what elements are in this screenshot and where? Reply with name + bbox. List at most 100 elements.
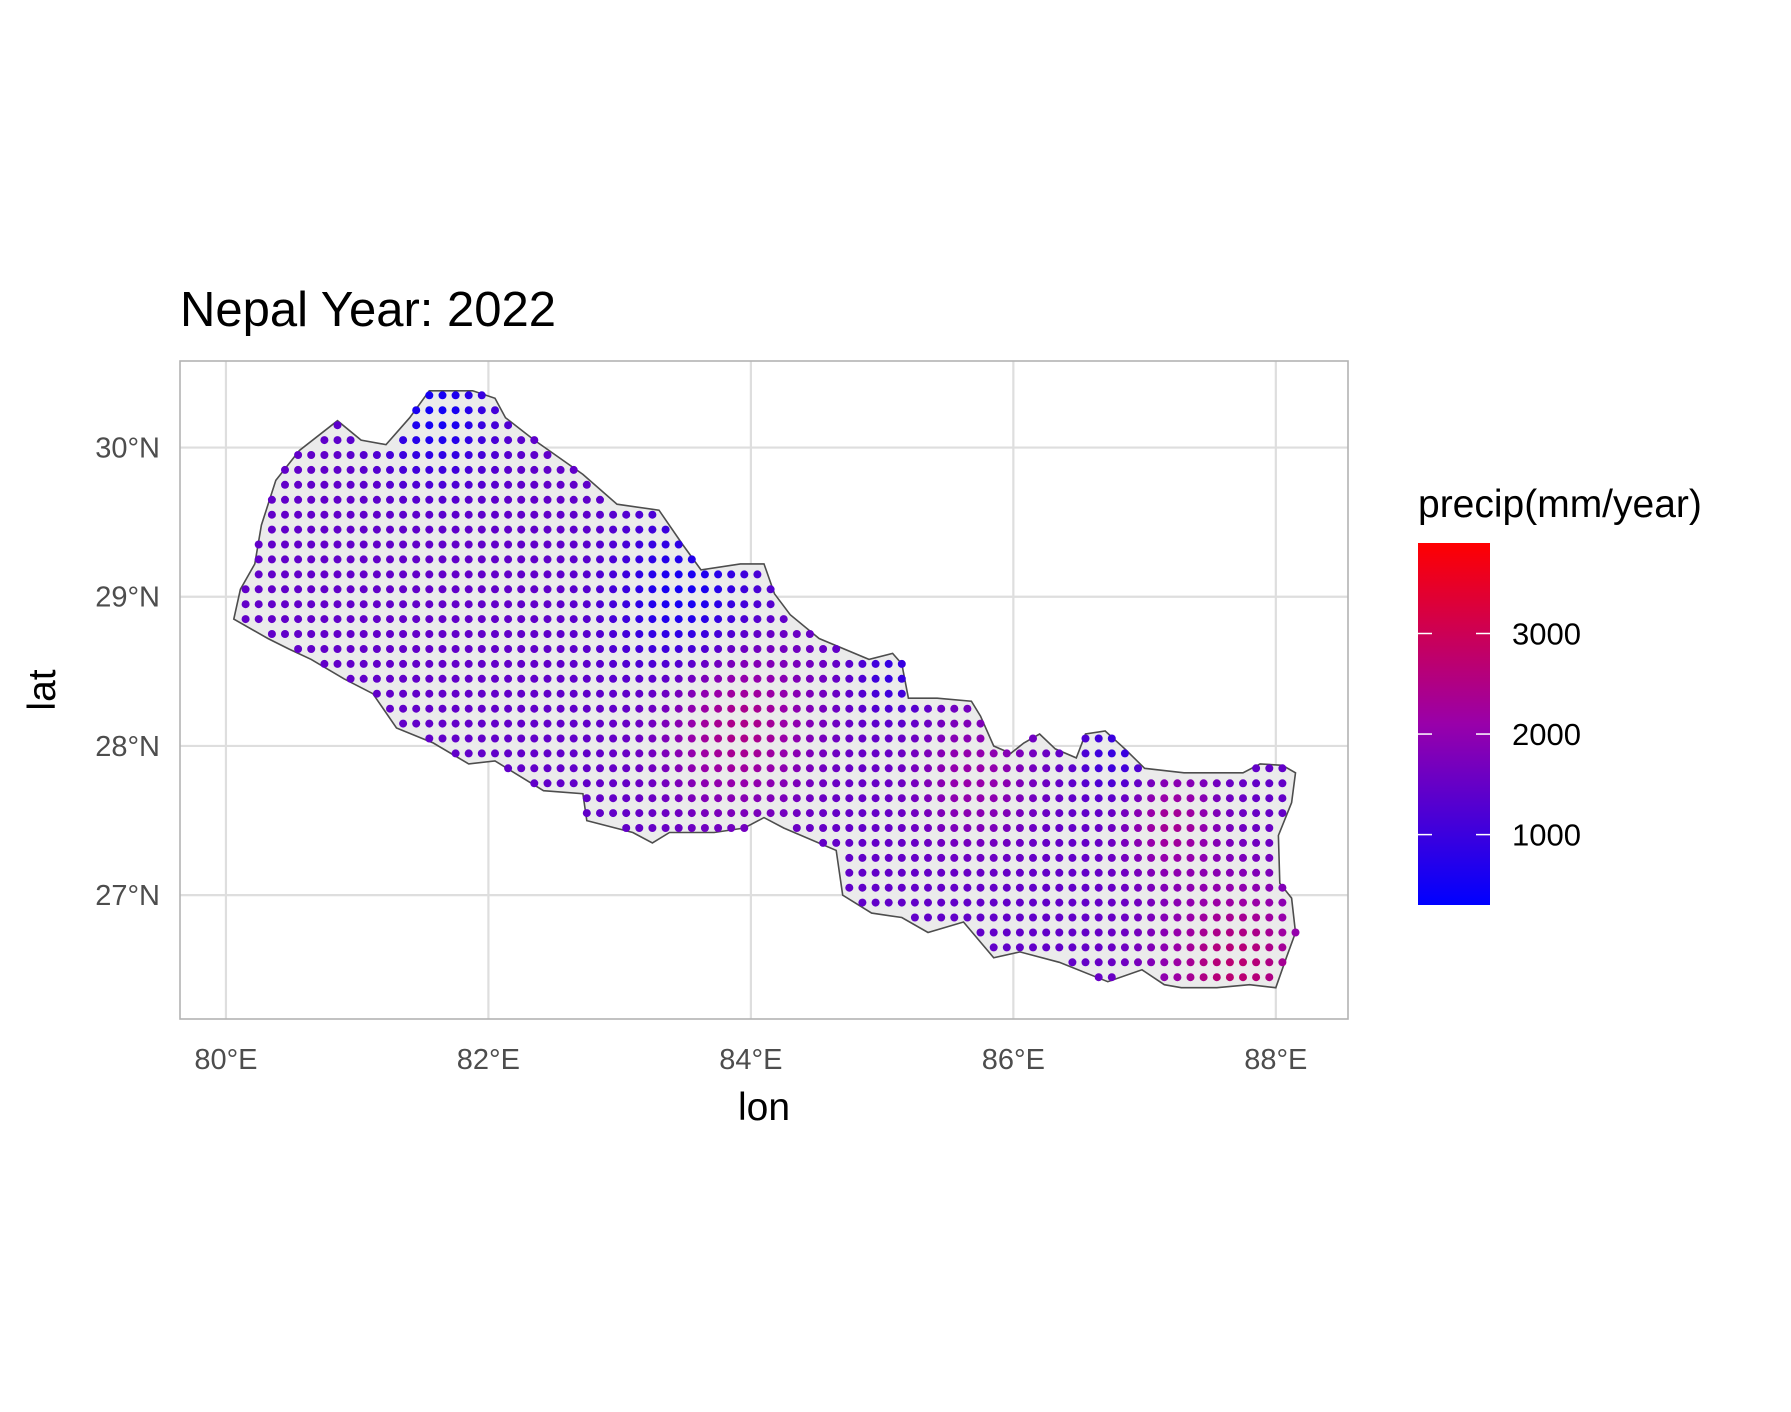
precip-point — [976, 853, 985, 862]
precip-point — [1029, 838, 1037, 847]
precip-point — [530, 451, 539, 459]
precip-point — [412, 659, 421, 668]
precip-point — [569, 540, 578, 549]
precip-point — [464, 704, 473, 713]
precip-point — [1225, 913, 1234, 922]
precip-point — [254, 555, 263, 564]
y-tick-label-2: 29°N — [95, 582, 160, 614]
precip-point — [556, 495, 565, 504]
precip-point — [871, 704, 880, 713]
precip-point — [884, 734, 893, 743]
precip-point — [1120, 958, 1129, 967]
precip-point — [517, 465, 526, 474]
precip-point — [1212, 958, 1221, 967]
precip-point — [1265, 824, 1274, 832]
precip-point — [517, 495, 526, 504]
precip-point — [477, 570, 486, 579]
precip-point — [569, 615, 578, 624]
precip-point — [1081, 824, 1090, 832]
precip-point — [687, 570, 696, 579]
precip-point — [740, 704, 749, 713]
precip-point — [648, 749, 657, 758]
precip-point — [254, 615, 263, 624]
precip-point — [517, 480, 526, 489]
precip-point — [858, 824, 867, 832]
precip-point — [333, 510, 342, 519]
precip-point — [372, 555, 381, 564]
precip-point — [504, 436, 513, 445]
precip-point — [609, 779, 618, 788]
precip-point — [438, 585, 447, 594]
precip-point — [556, 749, 565, 758]
precip-point — [897, 809, 906, 818]
y-tick-label-0: 27°N — [95, 880, 160, 912]
precip-point — [910, 883, 919, 892]
precip-point — [871, 794, 880, 803]
precip-point — [1029, 853, 1037, 862]
precip-point — [294, 510, 303, 519]
precip-point — [661, 824, 670, 832]
precip-point — [609, 615, 618, 624]
precip-point — [1094, 764, 1103, 773]
precip-point — [1173, 794, 1182, 803]
precip-point — [412, 645, 421, 653]
precip-point — [792, 630, 801, 638]
precip-point — [359, 674, 368, 683]
precip-point — [805, 764, 814, 773]
precip-point — [1239, 898, 1247, 907]
precip-point — [333, 465, 342, 474]
precip-point — [464, 734, 473, 743]
precip-point — [1094, 898, 1103, 907]
precip-point — [320, 585, 329, 594]
precip-point — [805, 794, 814, 803]
precip-point — [819, 809, 828, 818]
precip-point — [766, 600, 775, 609]
precip-point — [412, 689, 421, 698]
precip-point — [714, 645, 723, 653]
precip-point — [504, 719, 513, 728]
precip-point — [661, 540, 670, 549]
precip-point — [622, 600, 631, 609]
precip-point — [1147, 883, 1156, 892]
precip-point — [635, 600, 644, 609]
precip-point — [1239, 883, 1247, 892]
precip-point — [792, 704, 801, 713]
precip-point — [674, 645, 683, 653]
precip-point — [622, 630, 631, 638]
precip-point — [425, 465, 434, 474]
precip-point — [451, 704, 460, 713]
precip-point — [674, 585, 683, 594]
precip-point — [556, 480, 565, 489]
precip-point — [1160, 779, 1169, 788]
precip-point — [596, 570, 604, 579]
precip-point — [727, 824, 736, 832]
precip-point — [386, 525, 394, 534]
precip-point — [648, 689, 657, 698]
precip-point — [609, 689, 618, 698]
precip-point — [451, 421, 460, 430]
precip-point — [740, 809, 749, 818]
precip-point — [451, 570, 460, 579]
precip-point — [1278, 764, 1287, 773]
precip-point — [766, 645, 775, 653]
precip-point — [1160, 928, 1169, 937]
precip-point — [1225, 943, 1234, 952]
precip-point — [1081, 734, 1090, 743]
precip-point — [1278, 913, 1287, 922]
precip-point — [1002, 853, 1011, 862]
precip-point — [372, 480, 381, 489]
precip-point — [504, 600, 513, 609]
precip-point — [582, 600, 591, 609]
precip-point — [596, 794, 604, 803]
precip-point — [556, 764, 565, 773]
precip-point — [832, 645, 841, 653]
precip-point — [582, 659, 591, 668]
precip-point — [386, 570, 394, 579]
precip-point — [582, 809, 591, 818]
precip-point — [504, 764, 513, 773]
precip-point — [714, 704, 723, 713]
precip-point — [569, 525, 578, 534]
precip-point — [333, 659, 342, 668]
precip-point — [884, 749, 893, 758]
precip-point — [609, 555, 618, 564]
